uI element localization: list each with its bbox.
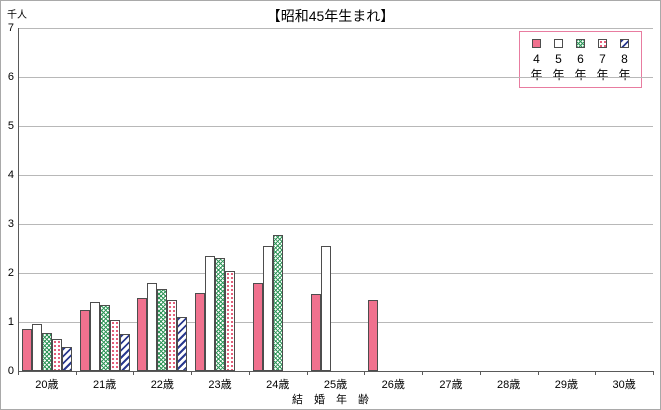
x-axis-tick bbox=[18, 371, 19, 375]
bar-5年-20歳 bbox=[31, 324, 42, 371]
legend-label-suffix: 年 bbox=[530, 67, 543, 82]
legend-label: 7 bbox=[599, 52, 606, 66]
x-axis-tick-label: 22歳 bbox=[150, 379, 174, 391]
legend-swatch-5年 bbox=[554, 39, 563, 48]
x-axis-tick bbox=[537, 371, 539, 375]
x-axis-line bbox=[18, 371, 653, 372]
x-axis-tick bbox=[595, 371, 597, 375]
gridline bbox=[18, 322, 653, 323]
y-axis-tick-label: 4 bbox=[7, 169, 14, 181]
x-axis-tick bbox=[364, 371, 366, 375]
x-axis-tick bbox=[75, 371, 77, 375]
bar-6年-22歳 bbox=[157, 288, 168, 371]
x-axis-tick-label: 26歳 bbox=[381, 379, 405, 391]
x-axis-tick bbox=[191, 371, 193, 375]
gridline bbox=[18, 77, 653, 78]
y-axis-tick-label: 6 bbox=[7, 71, 14, 83]
bar-8年-20歳 bbox=[61, 346, 72, 371]
legend-label-suffix: 年 bbox=[618, 67, 631, 82]
x-axis-tick bbox=[422, 371, 424, 375]
bar-5年-23歳 bbox=[205, 255, 215, 371]
x-axis-tick-label: 20歳 bbox=[35, 379, 59, 391]
bar-4年-25歳 bbox=[310, 293, 321, 371]
gridline bbox=[18, 175, 653, 176]
x-axis-tick-label: 29歳 bbox=[554, 379, 579, 391]
bar-8年-21歳 bbox=[119, 334, 130, 372]
legend-swatch-8年 bbox=[620, 39, 629, 48]
bar-4年-21歳 bbox=[79, 309, 90, 372]
bar-7年-20歳 bbox=[51, 339, 62, 371]
chart-title: 【昭和45年生まれ】 bbox=[266, 8, 395, 24]
bar-4年-22歳 bbox=[137, 297, 148, 371]
bar-5年-24歳 bbox=[262, 246, 273, 371]
legend-label-suffix: 年 bbox=[596, 67, 609, 82]
gridline bbox=[18, 28, 653, 29]
bar-4年-20歳 bbox=[21, 329, 32, 371]
y-axis-tick-label: 0 bbox=[7, 365, 14, 377]
bar-7年-22歳 bbox=[167, 299, 178, 371]
legend-swatch-7年 bbox=[598, 39, 607, 48]
bar-4年-26歳 bbox=[368, 299, 379, 371]
x-axis-title: 結 婚 年 齢 bbox=[292, 394, 369, 406]
bar-5年-22歳 bbox=[147, 282, 158, 371]
bar-5年-21歳 bbox=[89, 302, 100, 371]
x-axis-tick-label: 27歳 bbox=[439, 379, 463, 391]
legend-label-suffix: 年 bbox=[552, 67, 565, 82]
bar-6年-24歳 bbox=[272, 234, 283, 371]
gridline bbox=[18, 126, 653, 127]
y-axis-unit-label: 千人 bbox=[7, 10, 27, 21]
x-axis-tick bbox=[248, 371, 250, 375]
gridline bbox=[18, 273, 653, 274]
x-axis-tick-label: 25歳 bbox=[323, 379, 348, 391]
x-axis-tick bbox=[306, 371, 308, 375]
bar-7年-21歳 bbox=[109, 319, 120, 372]
bar-8年-22歳 bbox=[177, 317, 188, 371]
bar-5年-25歳 bbox=[320, 246, 331, 371]
x-axis-tick-label: 23歳 bbox=[208, 379, 232, 391]
y-axis-tick-label: 2 bbox=[7, 267, 14, 279]
bar-6年-21歳 bbox=[99, 304, 110, 372]
x-axis-tick-label: 21歳 bbox=[92, 379, 117, 391]
bar-6年-23歳 bbox=[215, 258, 225, 371]
legend-swatch-4年 bbox=[532, 39, 541, 48]
bar-7年-23歳 bbox=[225, 270, 235, 371]
legend-swatch-6年 bbox=[576, 39, 585, 48]
x-axis-tick-label: 24歳 bbox=[266, 379, 290, 391]
legend-label-suffix: 年 bbox=[574, 67, 587, 82]
bar-4年-23歳 bbox=[195, 292, 205, 371]
legend-label: 4 bbox=[533, 52, 540, 66]
legend-label: 8 bbox=[621, 52, 628, 66]
x-axis-tick-label: 28歳 bbox=[497, 379, 521, 391]
y-axis-tick-label: 7 bbox=[7, 22, 14, 34]
bar-6年-20歳 bbox=[41, 332, 52, 371]
x-axis-tick-label: 30歳 bbox=[612, 379, 636, 391]
gridline bbox=[18, 224, 653, 225]
y-axis-line bbox=[18, 28, 19, 371]
x-axis-tick bbox=[653, 371, 654, 375]
x-axis-tick bbox=[133, 371, 135, 375]
y-axis-tick-label: 1 bbox=[7, 316, 14, 328]
y-axis-tick-label: 3 bbox=[7, 218, 14, 230]
legend-label: 5 bbox=[555, 52, 562, 66]
x-axis-tick bbox=[479, 371, 481, 375]
y-axis-tick-label: 5 bbox=[7, 120, 14, 132]
legend-label: 6 bbox=[577, 52, 584, 66]
bar-4年-24歳 bbox=[252, 282, 263, 371]
